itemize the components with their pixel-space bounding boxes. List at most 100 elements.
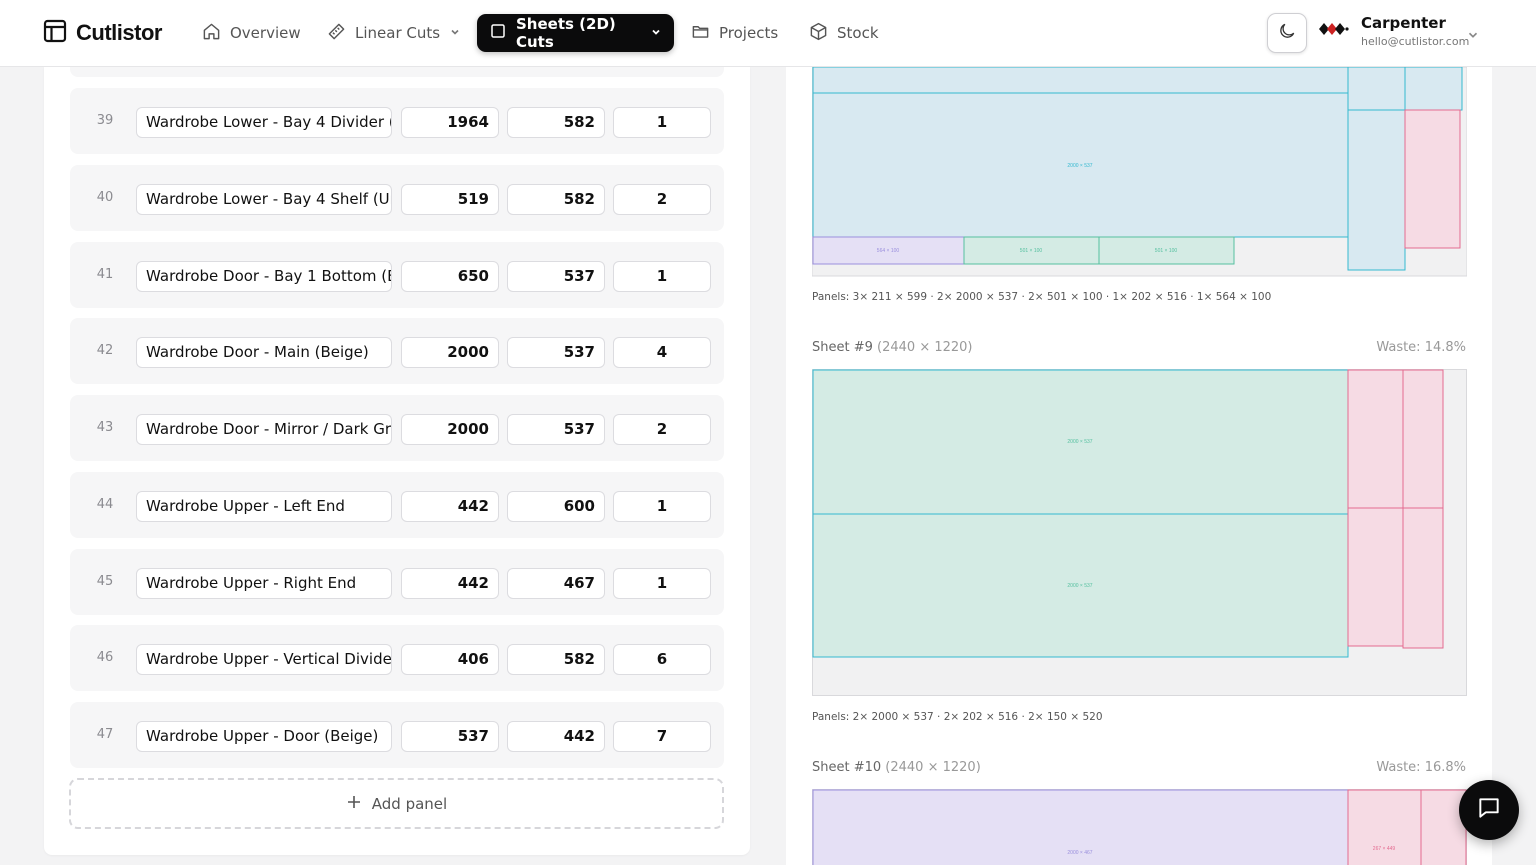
user-menu[interactable]: Carpenter hello@cutlistor.com	[1317, 14, 1469, 48]
panel-name-input[interactable]: Wardrobe Upper - Vertical Divider	[136, 644, 392, 676]
sheet-9-panel	[812, 369, 1349, 515]
panel-quantity-input[interactable]: 1	[613, 107, 711, 138]
panel-name-input[interactable]: Wardrobe Upper - Right End	[136, 567, 392, 599]
sheet-8-panel	[1347, 67, 1406, 111]
panel-name-input[interactable]: Wardrobe Door - Mirror / Dark Gre	[136, 414, 392, 445]
nav-overview-label: Overview	[230, 24, 301, 42]
panel-row-number: 41	[96, 266, 114, 282]
panel-quantity-input[interactable]: 1	[613, 490, 711, 522]
panel-name-input[interactable]: Wardrobe Upper - Left End	[136, 490, 392, 522]
sheet-10-diagram: 2000 × 467 267 × 449	[812, 789, 1467, 865]
panel-width-input[interactable]: 537	[507, 260, 605, 292]
theme-toggle-button[interactable]	[1267, 13, 1307, 53]
app-logo[interactable]: Cutlistor	[43, 19, 162, 47]
panel-row-number: 44	[96, 496, 114, 512]
user-info: Carpenter hello@cutlistor.com	[1361, 14, 1469, 48]
sheet-8-panel	[812, 67, 1349, 94]
panel-length-input[interactable]: 442	[401, 567, 499, 599]
nav-stock-label: Stock	[837, 24, 879, 42]
panel-length-input[interactable]: 537	[401, 721, 499, 752]
nav-linear-cuts[interactable]: Linear Cuts	[315, 14, 473, 52]
panel-width-input[interactable]: 582	[507, 107, 605, 138]
sheet-10-panel	[812, 789, 1349, 865]
sheet-8-panel	[963, 236, 1100, 265]
ruler-icon	[327, 22, 346, 45]
panel-width-input[interactable]: 442	[507, 721, 605, 752]
sheet-10-panel-label: 267 × 449	[1373, 846, 1396, 852]
sheet-9-diagram: 2000 × 537 2000 × 537	[812, 369, 1467, 696]
top-navbar: Cutlistor Overview Linear Cuts Sheets (2…	[0, 0, 1536, 67]
panel-length-input[interactable]: 2000	[401, 414, 499, 445]
sheet-10-title-text: Sheet #10	[812, 760, 882, 775]
panel-row-number: 46	[96, 650, 114, 666]
panel-length-input[interactable]: 442	[401, 490, 499, 522]
sheet-9-panel	[1347, 507, 1404, 647]
panel-width-input[interactable]: 582	[507, 644, 605, 676]
panel-width-input[interactable]: 467	[507, 567, 605, 599]
add-panel-button[interactable]: Add panel	[69, 778, 724, 829]
panel-quantity-input[interactable]: 2	[613, 414, 711, 445]
panel-name-input[interactable]: Wardrobe Lower - Bay 4 Divider (V	[136, 107, 392, 138]
panel-length-input[interactable]: 650	[401, 260, 499, 292]
panel-quantity-input[interactable]: 6	[613, 644, 711, 676]
sheet-8-panel-label: 501 × 100	[1020, 248, 1043, 254]
sheet-9-panel-label: 2000 × 537	[1067, 439, 1092, 445]
nav-overview[interactable]: Overview	[190, 14, 313, 52]
panel-quantity-input[interactable]: 2	[613, 183, 711, 215]
panel-quantity-input[interactable]: 4	[613, 337, 711, 369]
panel-width-input[interactable]: 537	[507, 337, 605, 369]
user-name: Carpenter	[1361, 14, 1446, 32]
sheet-9-panel	[812, 513, 1349, 658]
panel-length-input[interactable]: 406	[401, 644, 499, 676]
panel-name-input[interactable]: Wardrobe Upper - Door (Beige)	[136, 721, 392, 752]
panel-width-input[interactable]: 537	[507, 414, 605, 445]
sheet-9-panel-label: 2000 × 537	[1067, 583, 1092, 589]
sheet-9-title-text: Sheet #9	[812, 340, 873, 355]
sheet-10-title: Sheet #10 (2440 × 1220)	[812, 760, 981, 775]
panel-name-input[interactable]: Wardrobe Lower - Bay 4 Shelf (Un	[136, 183, 392, 215]
panel-row-number: 47	[96, 727, 114, 742]
sheet-8-diagram: 2000 × 537 564 × 100 501 × 100 501 × 100	[812, 67, 1467, 277]
sheet-9-panel	[1402, 507, 1444, 649]
app-name: Cutlistor	[76, 20, 162, 45]
chevron-down-icon[interactable]	[1466, 27, 1480, 46]
sheet-8-panel	[812, 92, 1349, 238]
panel-row: 39 Wardrobe Lower - Bay 4 Divider (V 1964 5…	[70, 88, 724, 154]
panel-quantity-input[interactable]: 1	[613, 567, 711, 599]
panel-row: 41 Wardrobe Door - Bay 1 Bottom (Be 650 537…	[70, 241, 724, 308]
plus-icon	[346, 794, 362, 814]
panel-name-input[interactable]: Wardrobe Door - Main (Beige)	[136, 337, 392, 369]
sheet-9-waste: Waste: 14.8%	[1376, 340, 1466, 355]
panel-width-input[interactable]: 600	[507, 490, 605, 522]
folder-icon	[691, 22, 710, 45]
chevron-down-icon	[449, 24, 461, 42]
sheet-10-panel	[1347, 789, 1422, 865]
nav-projects[interactable]: Projects	[679, 14, 790, 52]
panel-quantity-input[interactable]: 7	[613, 721, 711, 752]
sheet-8-panel-label: 564 × 100	[877, 248, 900, 254]
chat-button[interactable]	[1459, 780, 1519, 840]
user-email: hello@cutlistor.com	[1361, 35, 1470, 48]
panel-name-input[interactable]: Wardrobe Door - Bay 1 Bottom (Be	[136, 260, 392, 292]
panel-length-input[interactable]: 519	[401, 183, 499, 215]
panel-row-number: 42	[96, 343, 114, 359]
sheet-10-dims: (2440 × 1220)	[885, 760, 981, 775]
sheet-8-panel	[1404, 67, 1463, 111]
box-icon	[809, 22, 828, 45]
add-panel-label: Add panel	[371, 794, 448, 813]
moon-icon	[1277, 21, 1297, 45]
nav-stock[interactable]: Stock	[797, 14, 891, 52]
sheet-8-panel-label: 2000 × 537	[1067, 163, 1092, 169]
sheet-9-panel	[1347, 369, 1404, 509]
nav-sheets-2d-cuts[interactable]: Sheets (2D) Cuts	[477, 14, 674, 52]
panel-row: 42 Wardrobe Door - Main (Beige) 2000 537 4	[70, 318, 724, 385]
panel-length-input[interactable]: 2000	[401, 337, 499, 369]
panel-quantity-input[interactable]: 1	[613, 260, 711, 292]
avatar	[1317, 18, 1349, 44]
panel-width-input[interactable]: 582	[507, 183, 605, 215]
sheet-10-waste: Waste: 16.8%	[1376, 760, 1466, 775]
panel-row: 40 Wardrobe Lower - Bay 4 Shelf (Un 519 582…	[70, 164, 724, 231]
panel-row-number: 43	[96, 420, 114, 435]
sheet-8-panel	[1098, 236, 1235, 265]
panel-length-input[interactable]: 1964	[401, 107, 499, 138]
